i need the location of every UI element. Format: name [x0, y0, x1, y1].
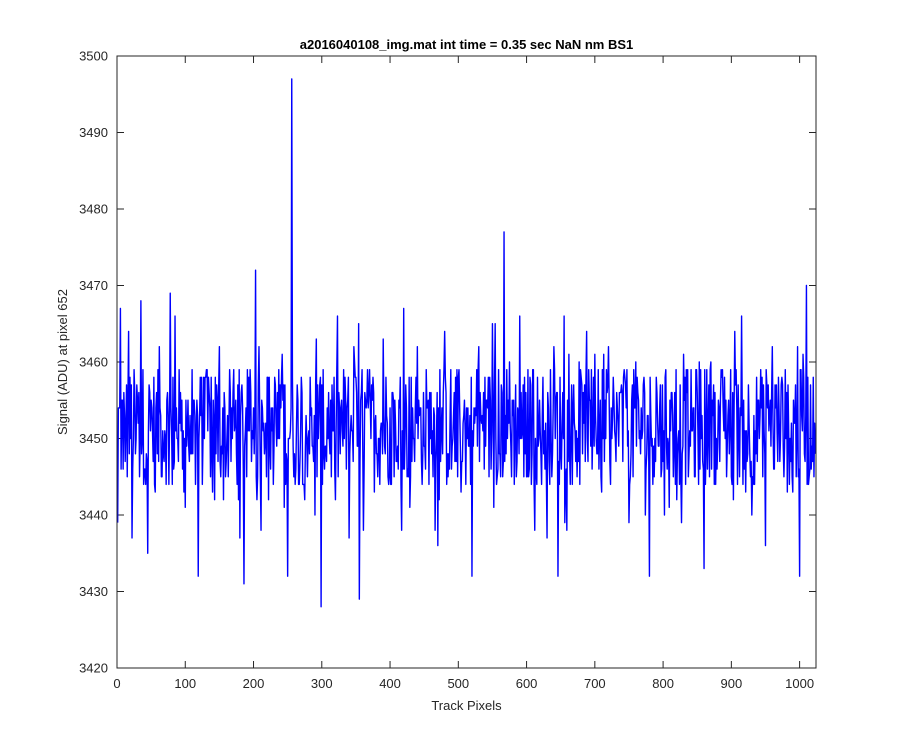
axes-box	[116, 55, 817, 669]
y-axis-label: Signal (ADU) at pixel 652	[55, 289, 70, 435]
x-tick-label: 600	[516, 676, 538, 691]
y-tick-label: 3460	[79, 355, 108, 370]
x-tick-label: 1000	[785, 676, 814, 691]
y-tick-label: 3470	[79, 278, 108, 293]
tick-marks	[116, 55, 816, 669]
series-layer	[116, 78, 817, 608]
x-tick-label: 400	[379, 676, 401, 691]
y-tick-label: 3430	[79, 584, 108, 599]
series-line	[116, 78, 817, 608]
y-tick-label: 3480	[79, 202, 108, 217]
y-tick-label: 3420	[79, 661, 108, 676]
x-tick-label: 700	[584, 676, 606, 691]
x-tick-label: 800	[652, 676, 674, 691]
x-tick-label: 500	[447, 676, 469, 691]
x-tick-label: 300	[311, 676, 333, 691]
y-tick-label: 3490	[79, 125, 108, 140]
y-tick-label: 3500	[79, 49, 108, 64]
x-tick-label: 200	[243, 676, 265, 691]
tick-labels: 0 100 200 300 400 500 600 700 800 900 1000 3420 3430…	[79, 49, 814, 692]
chart-title: a2016040108_img.mat int time = 0.35 sec …	[300, 37, 634, 52]
x-tick-label: 0	[113, 676, 120, 691]
x-tick-label: 100	[174, 676, 196, 691]
x-axis-label: Track Pixels	[431, 698, 502, 713]
y-tick-label: 3440	[79, 508, 108, 523]
x-tick-label: 900	[721, 676, 743, 691]
y-tick-label: 3450	[79, 431, 108, 446]
